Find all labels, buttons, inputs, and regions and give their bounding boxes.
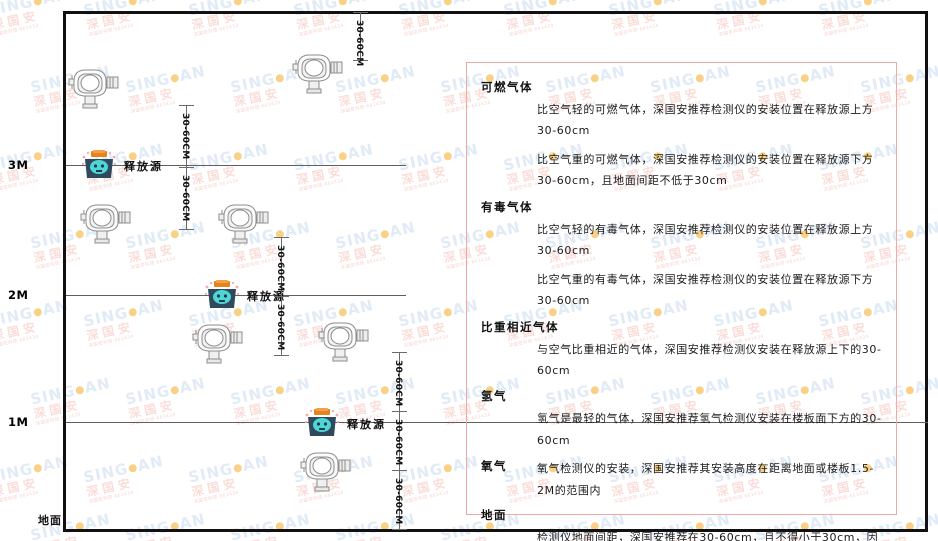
guideline-section: 氢气氢气是最轻的气体，深国安推荐氢气检测仪安装在楼板面下方的30-60cm xyxy=(481,388,882,451)
guideline-paragraph: 氧气检测仪的安装，深国安推荐其安装高度在距离地面或楼板1.5-2M的范围内 xyxy=(537,462,875,497)
guideline-section: 有毒气体 比空气轻的有毒气体，深国安推荐检测仪的安装位置在释放源上方30-60cm… xyxy=(481,199,882,312)
axis-label-2m: 2M xyxy=(8,288,29,302)
guideline-section-title: 地面 xyxy=(481,508,507,523)
axis-label-1m: 1M xyxy=(8,415,29,429)
guideline-section-body: 比空气轻的有毒气体，深国安推荐检测仪的安装位置在释放源上方30-60cm 比空气重… xyxy=(537,219,882,312)
guideline-section-body: 比空气轻的可燃气体，深国安推荐检测仪的安装位置在释放源上方30-60cm 比空气重… xyxy=(537,99,882,192)
guideline-section: 地面检测仪地面间距，深国安推荐在30-60cm，且不得小于30cm，因为过低容易… xyxy=(481,507,882,541)
guideline-paragraph: 比空气轻的有毒气体，深国安推荐检测仪的安装位置在释放源上方30-60cm xyxy=(537,222,874,258)
guideline-section-title: 氢气 xyxy=(481,389,507,404)
guidelines-panel: 可燃气体 比空气轻的可燃气体，深国安推荐检测仪的安装位置在释放源上方30-60cm… xyxy=(466,62,897,541)
guideline-paragraph: 比空气重的有毒气体，深国安推荐检测仪的安装位置在释放源下方30-60cm xyxy=(537,272,874,308)
guideline-paragraph: 检测仪地面间距，深国安推荐在30-60cm，且不得小于30cm，因为过低容易水浸… xyxy=(537,531,879,541)
guideline-section: 氧气 氧气检测仪的安装，深国安推荐其安装高度在距离地面或楼板1.5-2M的范围内 xyxy=(481,458,882,501)
ground-label: 地面 xyxy=(38,514,62,527)
guideline-section-title: 可燃气体 xyxy=(481,80,533,94)
guideline-section-body: 与空气比重相近的气体，深国安推荐检测仪安装在释放源上下的30-60cm xyxy=(537,339,882,382)
guideline-section: 比重相近气体与空气比重相近的气体，深国安推荐检测仪安装在释放源上下的30-60c… xyxy=(481,319,882,382)
guideline-section-body: 氢气是最轻的气体，深国安推荐氢气检测仪安装在楼板面下方的30-60cm xyxy=(537,408,882,451)
guideline-section-title: 氧气 xyxy=(481,459,507,474)
guideline-section-title: 有毒气体 xyxy=(481,199,533,214)
guideline-paragraph: 比空气轻的可燃气体，深国安推荐检测仪的安装位置在释放源上方30-60cm xyxy=(537,103,874,138)
guideline-paragraph: 氢气是最轻的气体，深国安推荐氢气检测仪安装在楼板面下方的30-60cm xyxy=(537,412,882,447)
guideline-section-title: 比重相近气体 xyxy=(481,319,559,334)
diagram-frame xyxy=(63,11,928,532)
guideline-paragraph: 与空气比重相近的气体，深国安推荐检测仪安装在释放源上下的30-60cm xyxy=(537,342,882,377)
axis-label-3m: 3M xyxy=(8,158,29,172)
guideline-section-body: 检测仪地面间距，深国安推荐在30-60cm，且不得小于30cm，因为过低容易水浸… xyxy=(537,527,882,541)
guideline-paragraph: 比空气重的可燃气体，深国安推荐检测仪的安装位置在释放源下方30-60cm，且地面… xyxy=(537,152,874,188)
guideline-section: 可燃气体 比空气轻的可燃气体，深国安推荐检测仪的安装位置在释放源上方30-60cm… xyxy=(481,79,882,192)
